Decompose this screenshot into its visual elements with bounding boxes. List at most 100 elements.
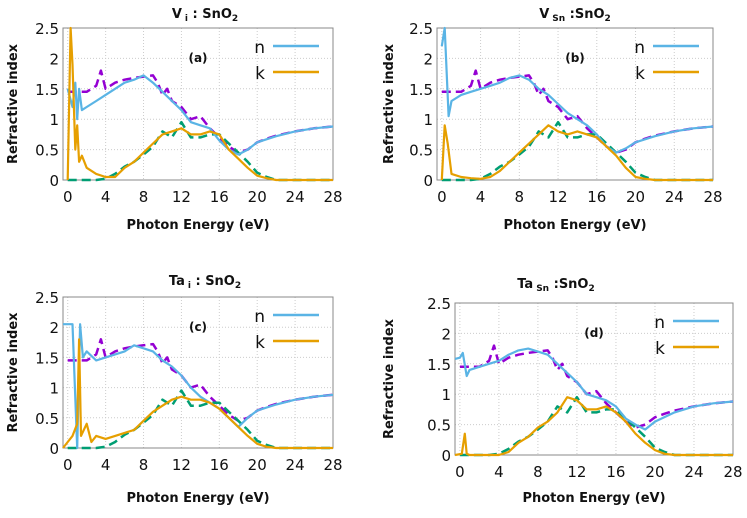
x-tick-label: 16 xyxy=(587,188,606,206)
panel-b: 0 4 8 12 16 20 24 28 0 0.5 1 1.5 2 2.5 V Sn :SnO2 (b) nk P… xyxy=(382,7,723,233)
series-n-line xyxy=(63,323,334,450)
x-tick-label: 20 xyxy=(248,456,267,474)
title-subscript: i xyxy=(185,14,188,24)
y-tick-label: 1 xyxy=(423,111,433,129)
x-tick-label: 4 xyxy=(476,188,486,206)
reference-dashed-line xyxy=(67,69,334,154)
y-tick-label: 0 xyxy=(441,447,451,465)
x-axis-label: Photon Energy (eV) xyxy=(126,218,269,233)
title-subscript: 2 xyxy=(232,14,238,24)
x-axis-label: Photon Energy (eV) xyxy=(522,491,665,506)
y-tick-label: 0 xyxy=(49,172,59,190)
y-tick-label: 2.5 xyxy=(35,20,59,38)
series-k-line xyxy=(454,396,733,457)
y-tick-label: 1 xyxy=(49,111,59,129)
x-tick-label: 8 xyxy=(515,188,525,206)
legend-label-k: k xyxy=(655,339,665,359)
chart-title: V Sn :SnO2 xyxy=(539,7,611,24)
series-n-line xyxy=(66,74,334,156)
x-tick-label: 4 xyxy=(101,456,111,474)
y-tick-label: 0 xyxy=(423,172,433,190)
x-tick-label: 0 xyxy=(63,456,73,474)
reference-dashed-line xyxy=(441,69,714,154)
y-tick-label: 0.5 xyxy=(35,142,59,160)
y-tick-label: 1 xyxy=(441,386,451,404)
title-subscript: i xyxy=(188,281,191,291)
y-tick-label: 1.5 xyxy=(427,356,451,374)
title-main: Ta xyxy=(517,277,533,292)
y-axis-label: Refractive index xyxy=(6,312,21,433)
y-tick-label: 0.5 xyxy=(427,417,451,435)
x-tick-label: 4 xyxy=(101,188,111,206)
y-tick-label: 2 xyxy=(441,325,451,343)
x-tick-label: 12 xyxy=(172,456,191,474)
x-tick-label: 28 xyxy=(703,188,722,206)
x-tick-label: 24 xyxy=(665,188,684,206)
x-tick-label: 0 xyxy=(455,463,465,481)
series-k-line xyxy=(66,26,333,182)
chart-title: Ta i : SnO2 xyxy=(169,274,241,291)
plot-frame xyxy=(436,27,714,181)
x-tick-label: 20 xyxy=(248,188,267,206)
y-tick-label: 2.5 xyxy=(427,295,451,313)
panel-label: (b) xyxy=(565,51,585,65)
x-axis-label: Photon Energy (eV) xyxy=(503,218,646,233)
x-tick-label: 20 xyxy=(626,188,645,206)
plot-frame xyxy=(62,296,334,449)
y-axis-label: Refractive index xyxy=(382,318,397,439)
y-axis-label: Refractive index xyxy=(382,43,397,164)
x-tick-label: 8 xyxy=(139,456,149,474)
y-tick-label: 0.5 xyxy=(35,410,59,428)
x-tick-label: 16 xyxy=(210,456,229,474)
x-tick-label: 8 xyxy=(139,188,149,206)
title-main: V xyxy=(172,7,182,22)
legend-label-k: k xyxy=(255,333,265,353)
plot-frame xyxy=(62,27,334,181)
legend-label-n: n xyxy=(254,38,265,58)
x-tick-label: 24 xyxy=(286,456,305,474)
y-tick-label: 1.5 xyxy=(409,81,433,99)
series-k-line xyxy=(62,338,333,450)
title-rest: : SnO xyxy=(188,7,232,22)
x-tick-label: 16 xyxy=(606,463,625,481)
x-tick-label: 24 xyxy=(286,188,305,206)
x-tick-label: 28 xyxy=(323,456,342,474)
series-n-line xyxy=(440,26,714,154)
legend-label-n: n xyxy=(254,307,265,327)
reference-dashed-line xyxy=(441,120,713,182)
reference-dashed-line xyxy=(459,344,734,429)
series-n-line xyxy=(454,347,734,431)
y-tick-label: 2 xyxy=(423,50,433,68)
y-tick-label: 2 xyxy=(49,319,59,337)
y-tick-label: 2.5 xyxy=(35,289,59,307)
title-subscript: Sn xyxy=(552,14,565,24)
title-rest: :SnO xyxy=(565,7,604,22)
y-tick-label: 2.5 xyxy=(409,20,433,38)
reference-dashed-line xyxy=(67,338,334,423)
title-main: V xyxy=(539,7,549,22)
title-main: Ta xyxy=(169,274,185,289)
y-tick-label: 0.5 xyxy=(409,142,433,160)
title-rest: : SnO xyxy=(191,274,235,289)
x-tick-label: 4 xyxy=(494,463,504,481)
y-tick-label: 2 xyxy=(49,50,59,68)
x-tick-label: 12 xyxy=(549,188,568,206)
x-tick-label: 20 xyxy=(645,463,664,481)
y-axis-label: Refractive index xyxy=(6,43,21,164)
legend-label-n: n xyxy=(654,313,665,333)
legend-label-k: k xyxy=(635,64,645,84)
y-tick-label: 0 xyxy=(49,440,59,458)
legend-label-n: n xyxy=(634,38,645,58)
y-tick-label: 1 xyxy=(49,380,59,398)
chart-title: Ta Sn :SnO2 xyxy=(517,277,595,294)
series-k-line xyxy=(440,124,713,182)
x-tick-label: 12 xyxy=(567,463,586,481)
x-tick-label: 16 xyxy=(210,188,229,206)
plot-frame xyxy=(454,302,734,456)
x-tick-label: 0 xyxy=(437,188,447,206)
